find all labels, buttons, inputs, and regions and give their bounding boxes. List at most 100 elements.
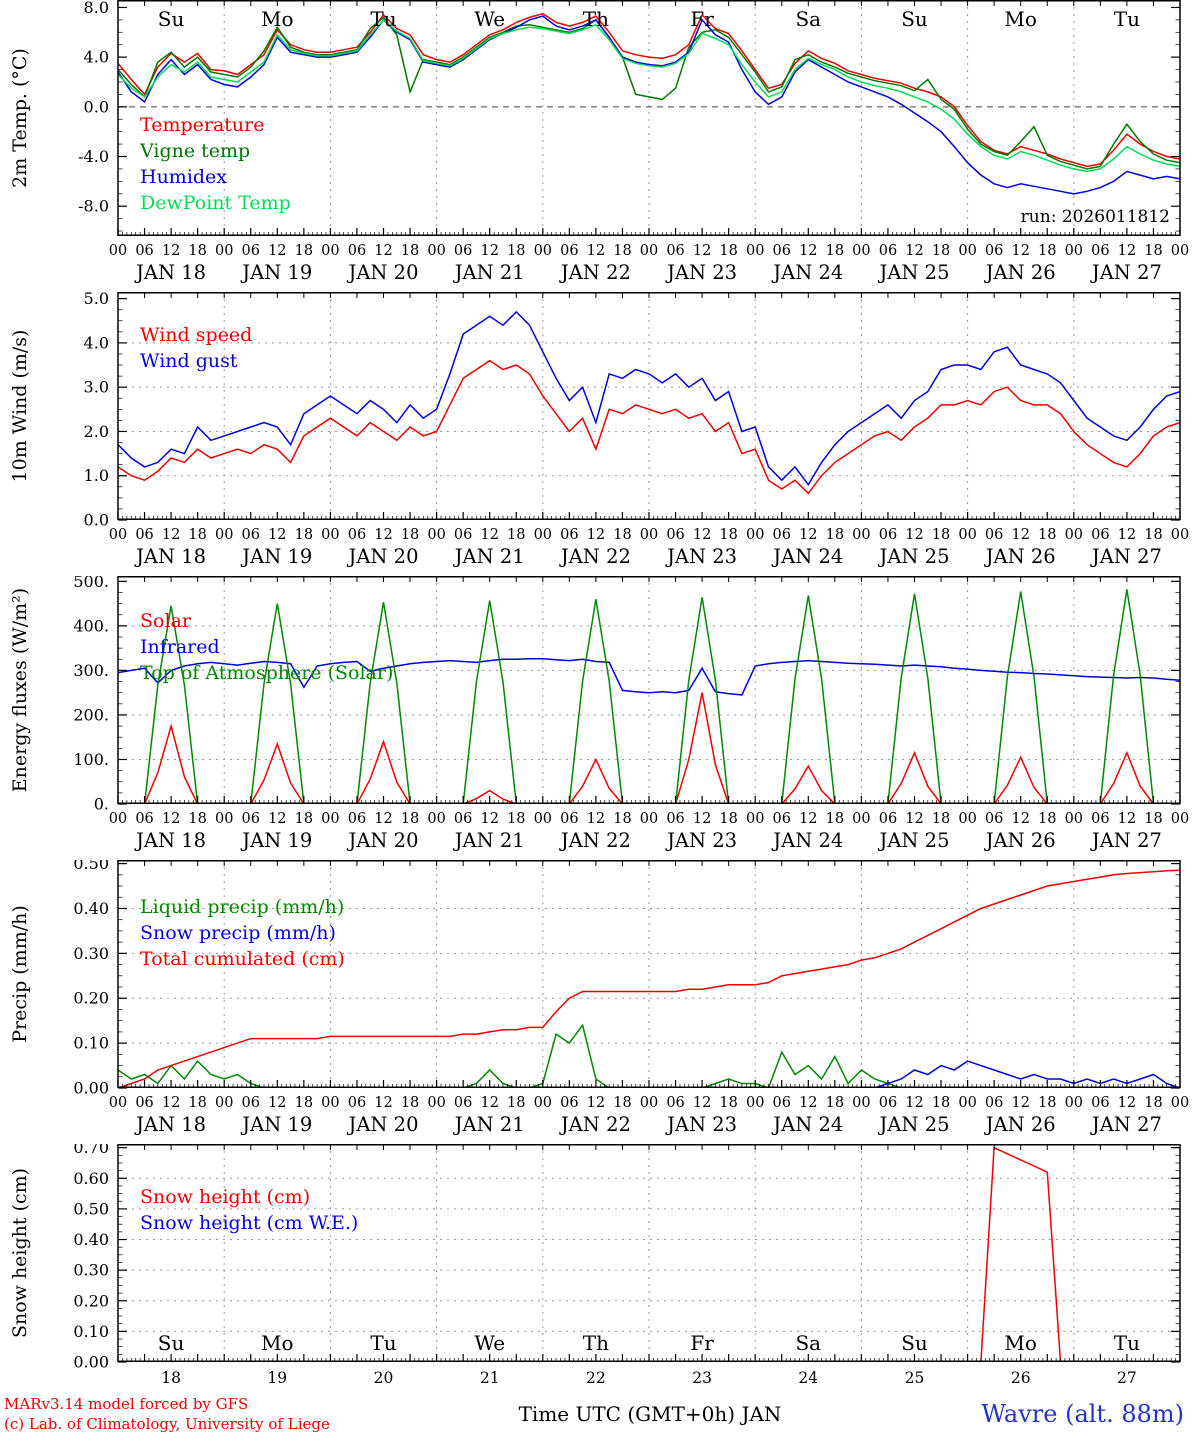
svg-text:00: 00 <box>958 811 976 827</box>
svg-text:06: 06 <box>454 527 472 543</box>
svg-text:00: 00 <box>427 811 445 827</box>
svg-text:18: 18 <box>826 527 844 543</box>
svg-text:18: 18 <box>507 811 525 827</box>
svg-text:JAN 23: JAN 23 <box>665 261 737 284</box>
svg-text:00: 00 <box>1065 527 1083 543</box>
svg-text:0.10: 0.10 <box>73 1034 109 1053</box>
svg-text:18: 18 <box>295 243 313 259</box>
svg-text:18: 18 <box>1038 243 1056 259</box>
svg-text:00: 00 <box>321 1095 339 1111</box>
svg-text:00: 00 <box>215 243 233 259</box>
svg-text:0.10: 0.10 <box>73 1322 109 1341</box>
svg-text:06: 06 <box>985 811 1003 827</box>
svg-text:JAN 26: JAN 26 <box>984 545 1056 568</box>
svg-text:18: 18 <box>826 1095 844 1111</box>
svg-text:8.0: 8.0 <box>84 0 109 17</box>
svg-text:Su: Su <box>158 7 185 31</box>
svg-text:18: 18 <box>295 527 313 543</box>
svg-text:JAN 18: JAN 18 <box>134 261 206 284</box>
svg-text:-8.0: -8.0 <box>78 197 109 216</box>
svg-text:06: 06 <box>454 243 472 259</box>
svg-text:00: 00 <box>1171 811 1189 827</box>
panel-wind: 0.0 1.0 2.0 3.0 4.0 5.0 00 06 12 18 00 06 12 18 00 06 12… <box>0 292 1194 576</box>
svg-text:06: 06 <box>242 1095 260 1111</box>
svg-text:JAN 23: JAN 23 <box>665 1113 737 1136</box>
svg-text:18: 18 <box>1038 811 1056 827</box>
svg-text:12: 12 <box>1118 243 1136 259</box>
svg-text:JAN 20: JAN 20 <box>347 545 419 568</box>
svg-text:0.20: 0.20 <box>73 1291 109 1310</box>
svg-text:12: 12 <box>1011 527 1029 543</box>
svg-text:18: 18 <box>613 527 631 543</box>
wind-plot: 0.0 1.0 2.0 3.0 4.0 5.0 00 06 12 18 00 06 12 18 00 06 12… <box>9 292 1189 568</box>
svg-text:0.70: 0.70 <box>73 1144 109 1157</box>
svg-text:00: 00 <box>215 1095 233 1111</box>
svg-text:Su: Su <box>158 1331 185 1355</box>
svg-text:06: 06 <box>666 1095 684 1111</box>
model-credit-line1: MARv3.14 model forced by GFS <box>4 1395 249 1413</box>
svg-text:JAN 24: JAN 24 <box>771 545 843 568</box>
svg-text:06: 06 <box>135 527 153 543</box>
svg-text:Sa: Sa <box>795 7 821 31</box>
svg-text:We: We <box>474 7 505 31</box>
svg-text:12: 12 <box>1118 1095 1136 1111</box>
svg-text:06: 06 <box>135 243 153 259</box>
svg-text:JAN 21: JAN 21 <box>453 1113 525 1136</box>
svg-text:06: 06 <box>879 1095 897 1111</box>
svg-text:500.: 500. <box>73 576 109 591</box>
svg-text:JAN 24: JAN 24 <box>771 829 843 852</box>
svg-text:12: 12 <box>1011 1095 1029 1111</box>
svg-text:JAN 22: JAN 22 <box>559 545 631 568</box>
svg-text:12: 12 <box>693 527 711 543</box>
svg-text:12: 12 <box>693 811 711 827</box>
svg-text:18: 18 <box>1144 243 1162 259</box>
svg-text:00: 00 <box>1171 1095 1189 1111</box>
svg-text:JAN 24: JAN 24 <box>771 261 843 284</box>
svg-text:06: 06 <box>879 527 897 543</box>
svg-text:18: 18 <box>507 243 525 259</box>
svg-text:200.: 200. <box>73 705 109 724</box>
svg-text:12: 12 <box>905 811 923 827</box>
svg-text:12: 12 <box>1118 527 1136 543</box>
svg-text:24: 24 <box>798 1369 818 1387</box>
series-line <box>118 15 1180 195</box>
svg-text:18: 18 <box>401 1095 419 1111</box>
svg-text:0.: 0. <box>94 795 109 814</box>
svg-text:Fr: Fr <box>690 1331 714 1355</box>
svg-text:00: 00 <box>640 1095 658 1111</box>
svg-text:3.0: 3.0 <box>84 378 109 397</box>
svg-text:12: 12 <box>587 527 605 543</box>
svg-text:00: 00 <box>958 1095 976 1111</box>
svg-text:06: 06 <box>560 527 578 543</box>
meteogram-charts: -8.0 -4.0 0.0 4.0 8.0 00 06 12 18 00 06 12 18 00 06 12 1… <box>0 0 1194 1387</box>
svg-text:12: 12 <box>587 811 605 827</box>
svg-text:12: 12 <box>374 243 392 259</box>
svg-text:12: 12 <box>799 527 817 543</box>
svg-text:Tu: Tu <box>1114 7 1140 31</box>
svg-text:18: 18 <box>1144 811 1162 827</box>
svg-text:18: 18 <box>826 243 844 259</box>
svg-text:18: 18 <box>1144 527 1162 543</box>
svg-text:06: 06 <box>560 243 578 259</box>
series-line <box>118 589 1180 804</box>
svg-text:06: 06 <box>454 1095 472 1111</box>
series-line <box>118 12 1180 168</box>
svg-text:18: 18 <box>188 811 206 827</box>
svg-text:00: 00 <box>746 1095 764 1111</box>
svg-text:06: 06 <box>773 811 791 827</box>
svg-text:0.30: 0.30 <box>73 944 109 963</box>
svg-text:JAN 20: JAN 20 <box>347 1113 419 1136</box>
svg-text:We: We <box>474 1331 505 1355</box>
svg-text:06: 06 <box>560 811 578 827</box>
svg-text:22: 22 <box>586 1369 606 1387</box>
temperature-plot: -8.0 -4.0 0.0 4.0 8.0 00 06 12 18 00 06 12 18 00 06 12 1… <box>9 0 1189 284</box>
svg-text:00: 00 <box>1171 243 1189 259</box>
run-label: run: 2026011812 <box>1021 207 1170 227</box>
svg-text:00: 00 <box>427 1095 445 1111</box>
footer: MARv3.14 model forced by GFS (c) Lab. of… <box>0 1392 1194 1440</box>
svg-text:JAN 19: JAN 19 <box>240 829 312 852</box>
svg-text:JAN 20: JAN 20 <box>347 261 419 284</box>
svg-text:Fr: Fr <box>690 7 714 31</box>
svg-text:18: 18 <box>613 1095 631 1111</box>
svg-text:18: 18 <box>295 811 313 827</box>
